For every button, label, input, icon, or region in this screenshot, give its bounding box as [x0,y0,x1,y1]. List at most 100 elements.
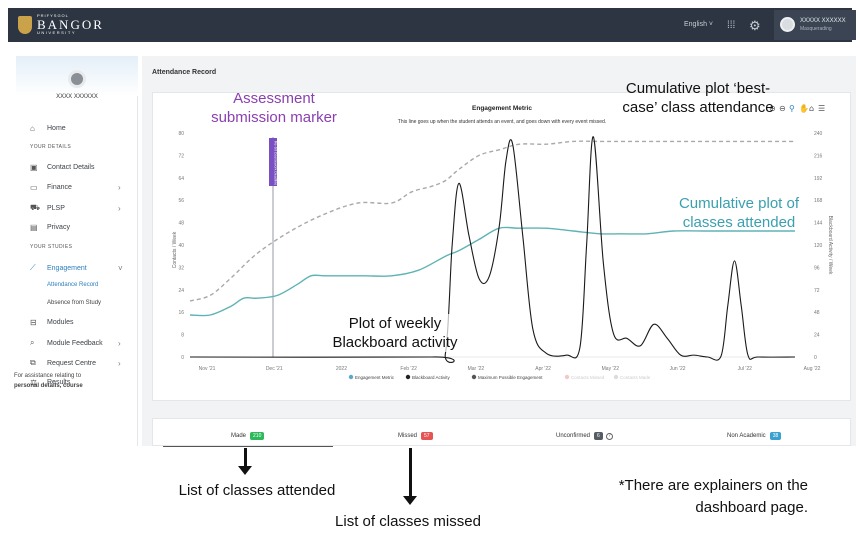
sidebar-item-engagement[interactable]: ⟋ Engagement ˅ [30,263,123,273]
annotation-classes-missed: List of classes missed [335,513,481,530]
x-tick-label: Nov '21 [199,366,216,372]
legend-marker[interactable] [613,374,619,380]
tab-label: Non Academic [727,433,766,439]
sidebar-item-label: Contact Details [47,164,95,171]
engagement-metric-line [189,226,795,317]
y-left-tick-label: 24 [178,288,184,294]
legend-marker[interactable] [348,374,354,380]
credit-card-icon: ▭ [30,183,38,192]
sidebar-item-label: Finance [47,184,72,191]
y-right-tick-label: 168 [814,198,823,204]
plsp-icon: ⛟ [30,203,41,212]
reset-home-icon[interactable]: ⌂ [809,104,814,113]
sidebar-item-privacy[interactable]: ▤ Privacy [30,223,70,232]
chevron-right-icon: › [118,338,121,348]
zoom-in-icon[interactable]: ⊕ [769,104,776,113]
sidebar-item-results[interactable]: ⚖ Results [30,378,70,387]
university-logo[interactable]: PRIFYSGOL BANGOR UNIVERSITY [18,14,104,35]
sidebar-item-module-feedback[interactable]: ⌕ Module Feedback › [30,338,121,348]
chevron-right-icon: › [118,183,121,192]
y-left-tick-label: 16 [178,310,184,316]
sidebar-subitem-attendance-record[interactable]: Attendance Record [47,282,99,288]
y-left-tick-label: 0 [181,355,184,361]
y-right-tick-label: 72 [814,288,820,294]
apps-grid-icon[interactable]: ⁞⁞⁞ [727,20,736,31]
annotation-classes-attended: List of classes attended [178,482,336,499]
contact-card-icon: ▣ [30,163,38,172]
sidebar-item-request-centre[interactable]: ⧉ Request Centre › [30,358,121,368]
magnifier-icon[interactable]: ⚲ [789,104,795,113]
legend-marker[interactable] [471,374,477,380]
tab-made[interactable]: Made 210 [231,432,265,440]
sidebar-help-text: For assistance relating to personal deta… [14,371,114,391]
missed-count-badge: 57 [421,432,433,440]
blackboard-activity-line [189,136,796,364]
y-axis-right-label: Blackboard Activity / Week [827,216,833,275]
user-name: XXXXX XXXXXX [800,18,846,24]
y-right-tick-label: 0 [814,355,817,361]
y-left-tick-label: 80 [178,131,184,137]
sidebar-item-finance[interactable]: ▭ Finance › [30,183,121,192]
y-right-tick-label: 192 [814,176,823,182]
x-tick-label: 2022 [336,366,347,372]
user-status: Masquerading [800,26,832,32]
info-icon[interactable]: ? [605,432,613,440]
sidebar-item-modules[interactable]: ⊟ Modules [30,318,73,327]
y-right-tick-label: 216 [814,153,823,159]
y-left-tick-label: 72 [178,153,184,159]
sidebar-item-label: Request Centre [47,359,97,367]
tab-non-academic[interactable]: Non Academic 38 [727,432,782,440]
legend-item[interactable]: Engagement Metric [355,375,395,380]
zoom-out-icon[interactable]: ⊖ [779,104,786,113]
legend-item[interactable]: Blackboard Activity [412,375,451,380]
language-selector[interactable]: English ˅ [684,21,713,28]
annotation-best-case: Cumulative plot ‘best-case’ class attend… [622,80,774,116]
y-left-tick-label: 64 [178,176,184,182]
feedback-icon: ⌕ [30,338,35,347]
y-right-tick-label: 48 [814,310,820,316]
chart-menu-icon[interactable]: ☰ [818,104,825,113]
x-tick-label: Aug '22 [804,366,821,372]
legend-marker[interactable] [405,374,411,380]
sidebar-subitem-absence[interactable]: Absence from Study [47,300,102,306]
arrow-shaft-missed [409,448,412,498]
x-tick-label: Jun '22 [670,366,686,372]
help-line-2: personal details, course [14,383,83,389]
y-right-tick-label: 144 [814,221,823,227]
chevron-right-icon: › [118,203,121,213]
legend-marker[interactable] [564,374,570,380]
profile-name: XXXX XXXXXX [56,94,98,100]
sidebar-item-plsp[interactable]: ⛟ PLSP › [30,203,121,213]
y-left-tick-label: 32 [178,265,184,271]
made-count-badge: 210 [250,432,265,440]
privacy-icon: ▤ [30,223,38,232]
user-menu[interactable]: XXXXX XXXXXX Masquerading [774,10,856,40]
chart-card [152,92,851,401]
section-heading-studies: YOUR STUDIES [30,244,73,250]
tab-unconfirmed[interactable]: Unconfirmed 6? [556,432,613,440]
sidebar-item-contact-details[interactable]: ▣ Contact Details [30,163,94,172]
legend-item[interactable]: Contacts Missed [571,375,605,380]
sidebar-item-label: Home [47,125,66,132]
pan-hand-icon[interactable]: ✋ [799,103,809,113]
down-arrow-icon [238,466,252,475]
profile-avatar [68,70,86,88]
x-tick-label: May '22 [602,366,620,372]
x-tick-label: Feb '22 [400,366,417,372]
active-tab-indicator [163,446,333,447]
sidebar-item-label: Privacy [47,224,70,231]
legend-item[interactable]: Contacts Made [620,375,651,380]
sidebar-item-home[interactable]: ⌂ Home [30,124,66,133]
logo-pre-text: PRIFYSGOL [37,13,69,18]
annotation-bb-activity: Plot of weekly Blackboard activity [320,314,470,352]
legend-item[interactable]: Maximum Possible Engagement [478,375,543,380]
sidebar-item-label: PLSP [47,204,65,212]
avatar [780,17,795,32]
request-icon: ⧉ [30,358,36,367]
annotation-attended-plot: Cumulative plot of classes attended [678,195,800,231]
y-right-tick-label: 96 [814,265,820,271]
tab-missed[interactable]: Missed 57 [398,432,433,440]
results-icon: ⚖ [30,378,38,387]
gear-icon[interactable]: ⚙ [749,18,761,33]
